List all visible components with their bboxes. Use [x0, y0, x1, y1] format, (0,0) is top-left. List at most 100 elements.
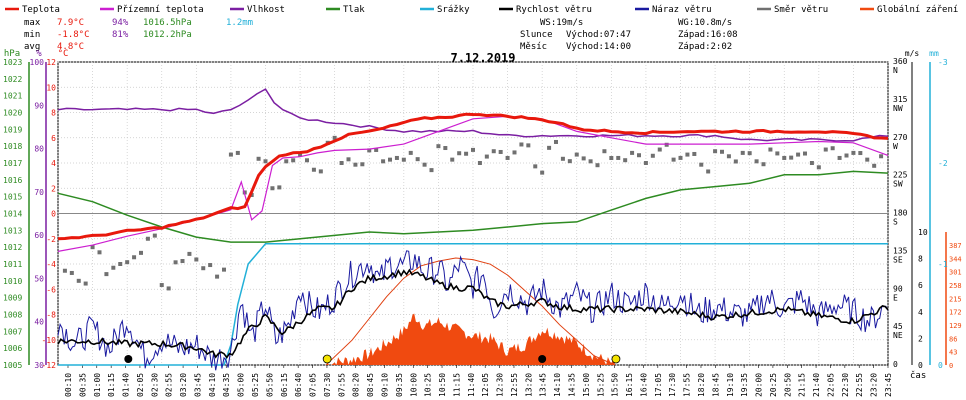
time-tick-label: 13:20 [524, 373, 533, 397]
wind-direction-point [388, 157, 392, 162]
wind-direction-point [726, 154, 731, 159]
time-tick-label: 05:25 [251, 373, 260, 397]
wind-direction-point [616, 155, 621, 160]
humidity-tick: 60 [34, 231, 44, 240]
humidity-tick: 80 [34, 145, 44, 154]
wind-direction-point [720, 149, 724, 154]
hpa-tick: 1012 [3, 243, 22, 252]
moon-marker [538, 355, 547, 363]
rain-tick: -1 [938, 260, 948, 269]
wind-direction-point [111, 265, 116, 270]
time-tick-label: 06:15 [280, 373, 289, 397]
rain-tick: 0 [938, 361, 943, 370]
wind-dir-tick: 225 [893, 171, 908, 180]
wind-direction-point [803, 151, 807, 156]
wind-direction-point [858, 151, 863, 156]
time-tick-label: 06:40 [294, 373, 303, 397]
humidity-tick: 50 [34, 274, 44, 283]
hpa-tick: 1018 [3, 142, 22, 151]
legend-label: Vlhkost [247, 5, 285, 15]
rain-tick: -3 [938, 58, 948, 67]
wind-speed-tick: 4 [918, 308, 923, 317]
wind-direction-point [374, 147, 379, 152]
wind-direction-point [637, 153, 641, 158]
legend-label: Teplota [22, 5, 60, 15]
legend-label: Srážky [437, 5, 470, 15]
stat-min_press: 1012.2hPa [143, 30, 192, 40]
time-tick-label: 22:05 [826, 373, 835, 397]
humidity-tick: 40 [34, 318, 44, 327]
wind-direction-point [547, 145, 552, 150]
wind-dir-tick: 270 [893, 133, 908, 142]
radiation-area [326, 313, 615, 365]
wind-direction-point [139, 250, 143, 255]
wind-direction-point [747, 151, 752, 156]
time-tick-label: 00:35 [78, 373, 87, 397]
compass-label: NE [893, 331, 903, 340]
wind-dir-tick: 90 [893, 284, 903, 293]
wind-direction-point [291, 158, 296, 163]
wind-speed-tick: 2 [918, 334, 923, 343]
wind-direction-point [284, 159, 289, 164]
legend-label: Tlak [343, 5, 365, 15]
wind-direction-point [491, 149, 496, 154]
compass-label: W [893, 142, 898, 151]
wind-direction-point [277, 185, 282, 190]
wind-direction-point [118, 262, 123, 266]
wind-direction-point [560, 156, 565, 161]
wind-direction-point [298, 152, 303, 157]
time-tick-label: 02:05 [136, 373, 145, 397]
radiation-tick: 172 [949, 309, 962, 317]
time-tick-label: 09:35 [395, 373, 404, 397]
rain-axis-label: mm [929, 49, 939, 58]
wind-direction-point [436, 144, 441, 149]
wind-axis-label: m/s [905, 49, 920, 58]
time-tick-label: 05:00 [237, 373, 246, 397]
time-tick-label: 07:05 [309, 373, 318, 397]
wind-direction-point [180, 259, 185, 264]
radiation-tick: 43 [949, 349, 957, 357]
time-axis-label: čas [910, 370, 926, 381]
wind-direction-point [208, 263, 213, 268]
wind-direction-point [464, 151, 469, 156]
wind-direction-point [809, 161, 814, 165]
wind-direction-point [332, 135, 337, 140]
stat-moon_label: Měsíc [520, 42, 547, 52]
hpa-tick: 1015 [3, 193, 22, 202]
time-tick-label: 10:00 [409, 373, 418, 397]
wind-direction-point [311, 167, 316, 172]
wind-direction-point [609, 156, 614, 161]
legend: Teplota Přízemní teplota Vlhkost Tlak Srážky… [5, 5, 958, 15]
wind-direction-point [62, 268, 67, 273]
temp-tick: 12 [46, 58, 56, 67]
hpa-tick: 1022 [3, 75, 22, 84]
time-tick-label: 10:25 [424, 373, 433, 397]
wind-direction-point [401, 157, 406, 162]
wind-direction-point [567, 159, 572, 164]
time-tick-label: 01:00 [93, 373, 102, 397]
wind-direction-point [305, 158, 309, 163]
hpa-tick: 1020 [3, 109, 22, 118]
wind-direction-point [498, 149, 503, 154]
wind-direction-point [443, 146, 448, 151]
wind-dir-tick: 180 [893, 209, 908, 218]
compass-label: S [893, 218, 898, 227]
time-tick-label: 11:15 [452, 373, 461, 397]
wind-direction-point [713, 149, 718, 154]
time-tick-label: 09:10 [380, 373, 389, 397]
hpa-tick: 1019 [3, 125, 22, 134]
hpa-tick: 1011 [3, 260, 22, 269]
time-tick-label: 00:10 [64, 373, 73, 397]
legend-label: Směr větru [774, 5, 828, 15]
wind-direction-point [512, 150, 517, 155]
wind-direction-point [477, 161, 482, 165]
time-tick-label: 15:25 [596, 373, 605, 397]
time-tick-label: 13:45 [539, 373, 548, 397]
time-tick-label: 21:40 [812, 373, 821, 397]
wind-direction-point [270, 186, 275, 191]
radiation-tick: 0 [949, 362, 953, 370]
legend-label: Přízemní teplota [117, 5, 204, 15]
wind-direction-point [422, 162, 427, 167]
humidity-axis-label: % [36, 49, 42, 59]
time-tick-label: 19:10 [726, 373, 735, 397]
